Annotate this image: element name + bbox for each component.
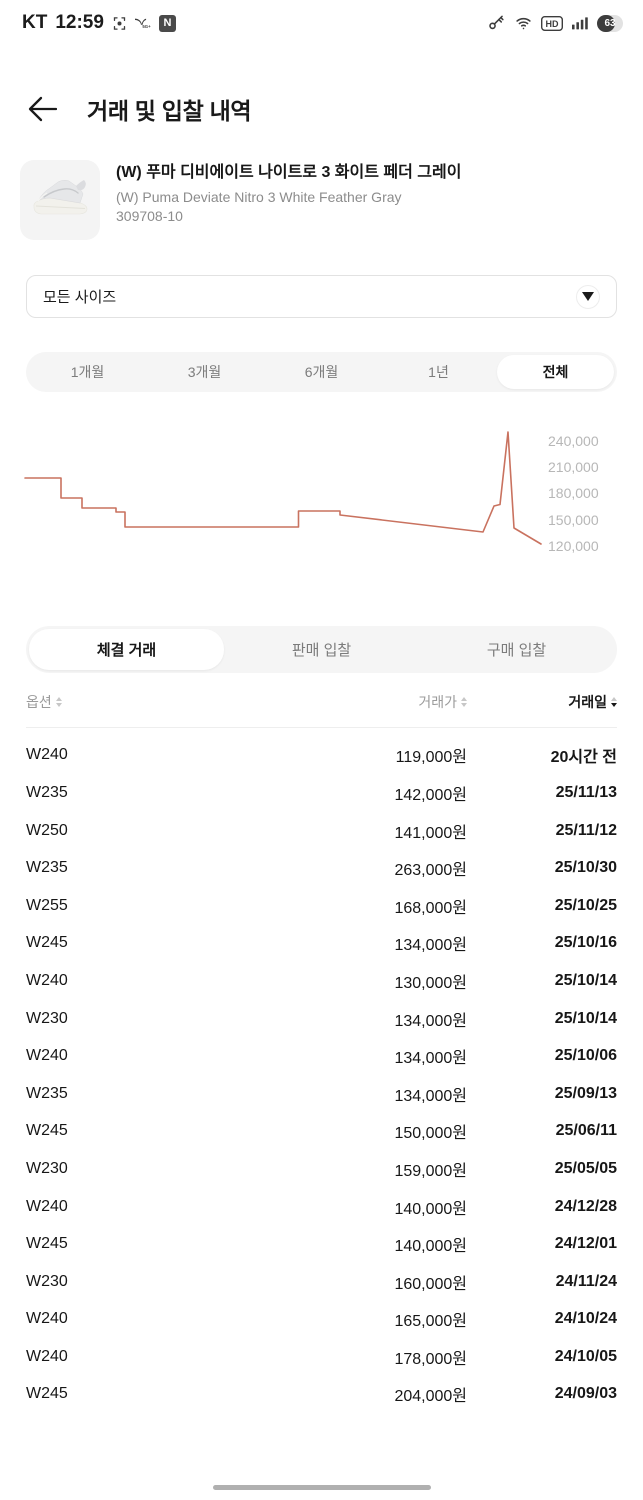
svg-text:HD: HD [546, 19, 559, 29]
svg-text:5G+: 5G+ [142, 23, 151, 28]
